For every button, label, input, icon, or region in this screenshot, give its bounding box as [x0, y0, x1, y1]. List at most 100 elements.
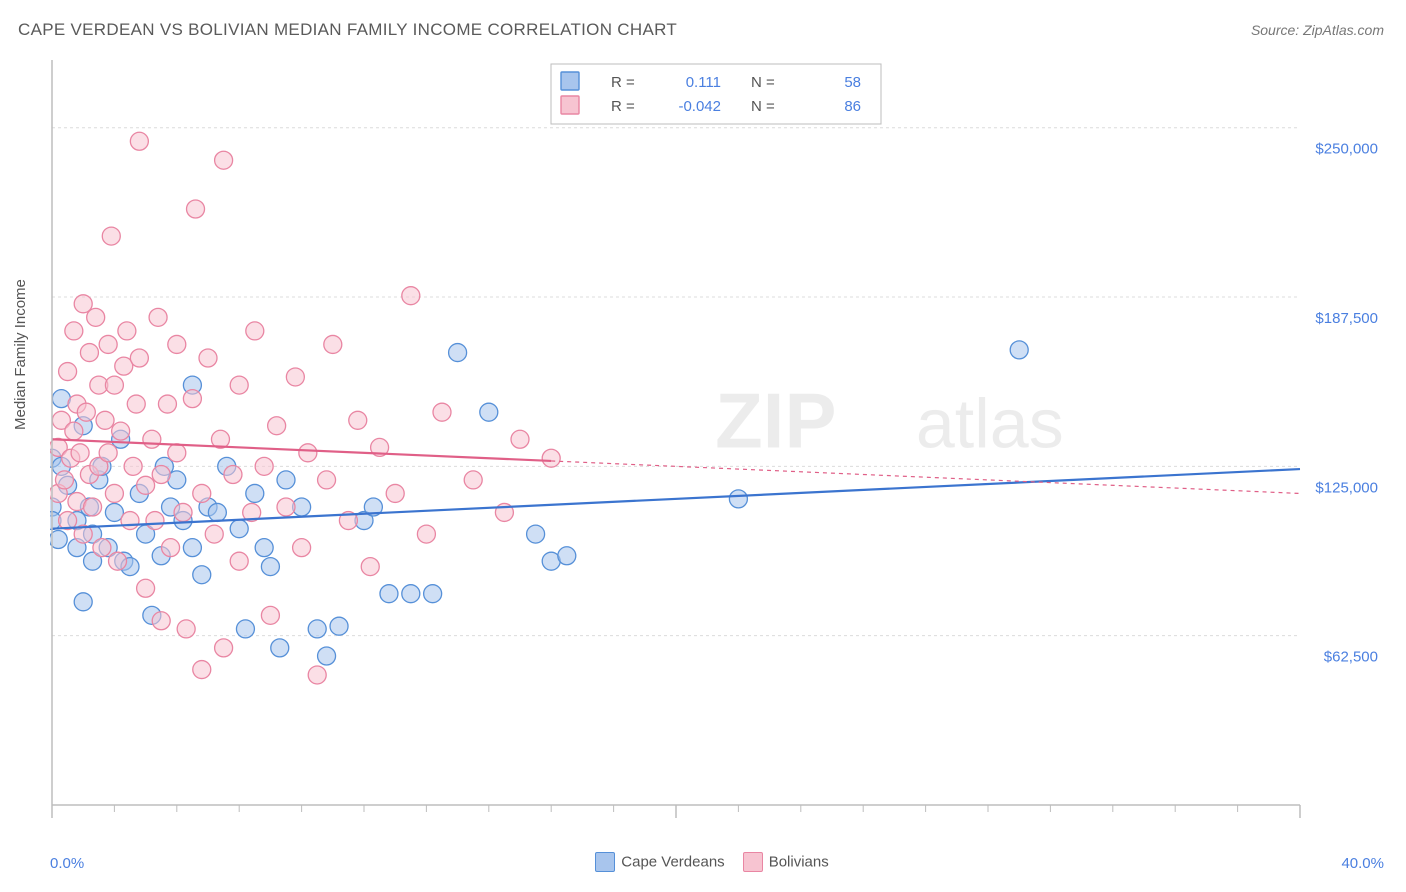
data-point — [402, 585, 420, 603]
plot-svg: $62,500 $125,000 $187,500 $250,000 ZIPatlas R… — [50, 55, 1390, 825]
data-point — [74, 593, 92, 611]
data-point — [99, 444, 117, 462]
data-point — [215, 639, 233, 657]
data-point — [299, 444, 317, 462]
data-point — [215, 151, 233, 169]
data-point — [277, 471, 295, 489]
data-point — [84, 498, 102, 516]
data-point — [449, 344, 467, 362]
data-point — [271, 639, 289, 657]
data-point — [330, 617, 348, 635]
series-cape-verdeans — [50, 341, 1028, 665]
legend-swatch — [561, 72, 579, 90]
data-point — [318, 471, 336, 489]
y-axis-label: Median Family Income — [12, 279, 29, 430]
data-point — [146, 512, 164, 530]
data-point — [511, 430, 529, 448]
data-point — [152, 465, 170, 483]
data-point — [380, 585, 398, 603]
data-point — [183, 390, 201, 408]
data-point — [308, 666, 326, 684]
data-point — [102, 227, 120, 245]
data-point — [77, 403, 95, 421]
data-point — [112, 422, 130, 440]
data-point — [230, 376, 248, 394]
data-point — [130, 349, 148, 367]
data-point — [193, 484, 211, 502]
data-point — [193, 661, 211, 679]
y-tick-label: $187,500 — [1315, 310, 1378, 327]
data-point — [349, 411, 367, 429]
data-point — [174, 503, 192, 521]
data-point — [177, 620, 195, 638]
data-point — [542, 449, 560, 467]
stats-n-value: 58 — [844, 74, 861, 91]
stats-r-value: 0.111 — [686, 74, 721, 91]
data-point — [464, 471, 482, 489]
legend-swatch — [561, 96, 579, 114]
data-point — [308, 620, 326, 638]
data-point — [277, 498, 295, 516]
stats-r-value: -0.042 — [678, 98, 721, 115]
data-point — [480, 403, 498, 421]
data-point — [93, 539, 111, 557]
data-point — [130, 132, 148, 150]
data-point — [71, 444, 89, 462]
plot-area: $62,500 $125,000 $187,500 $250,000 ZIPatlas R… — [50, 55, 1390, 825]
data-point — [149, 308, 167, 326]
legend-label: Bolivians — [769, 854, 829, 871]
legend-swatch — [743, 852, 763, 872]
data-point — [255, 539, 273, 557]
data-point — [162, 539, 180, 557]
data-point — [286, 368, 304, 386]
data-point — [361, 558, 379, 576]
data-point — [87, 308, 105, 326]
chart-title: CAPE VERDEAN VS BOLIVIAN MEDIAN FAMILY I… — [18, 20, 677, 40]
data-point — [246, 484, 264, 502]
data-point — [402, 287, 420, 305]
data-point — [137, 476, 155, 494]
data-point — [105, 484, 123, 502]
stats-n-label: N = — [751, 74, 775, 91]
watermark: ZIPatlas — [715, 376, 1064, 464]
data-point — [65, 322, 83, 340]
data-point — [433, 403, 451, 421]
data-point — [424, 585, 442, 603]
data-point — [268, 417, 286, 435]
y-tick-label: $250,000 — [1315, 141, 1378, 158]
data-point — [183, 539, 201, 557]
data-point — [255, 457, 273, 475]
stats-r-label: R = — [611, 98, 635, 115]
data-point — [65, 422, 83, 440]
legend-swatch — [595, 852, 615, 872]
data-point — [324, 335, 342, 353]
data-point — [118, 322, 136, 340]
y-tick-label: $125,000 — [1315, 479, 1378, 496]
stats-n-value: 86 — [844, 98, 861, 115]
data-point — [236, 620, 254, 638]
data-point — [246, 322, 264, 340]
trendline-extrapolated — [551, 461, 1300, 494]
stats-n-label: N = — [751, 98, 775, 115]
data-point — [105, 376, 123, 394]
data-point — [59, 363, 77, 381]
data-point — [527, 525, 545, 543]
data-point — [558, 547, 576, 565]
data-point — [224, 465, 242, 483]
stats-legend-box — [551, 64, 881, 124]
data-point — [230, 520, 248, 538]
data-point — [386, 484, 404, 502]
legend-label: Cape Verdeans — [621, 854, 724, 871]
y-tick-label: $62,500 — [1324, 649, 1378, 666]
data-point — [417, 525, 435, 543]
stats-r-label: R = — [611, 74, 635, 91]
data-point — [137, 579, 155, 597]
stats-legend: R = 0.111 N = 58 R = -0.042 N = 86 — [551, 64, 881, 124]
data-point — [109, 552, 127, 570]
chart-container: CAPE VERDEAN VS BOLIVIAN MEDIAN FAMILY I… — [0, 0, 1406, 892]
data-point — [143, 430, 161, 448]
data-point — [152, 612, 170, 630]
data-point — [99, 335, 117, 353]
data-point — [199, 349, 217, 367]
data-point — [318, 647, 336, 665]
